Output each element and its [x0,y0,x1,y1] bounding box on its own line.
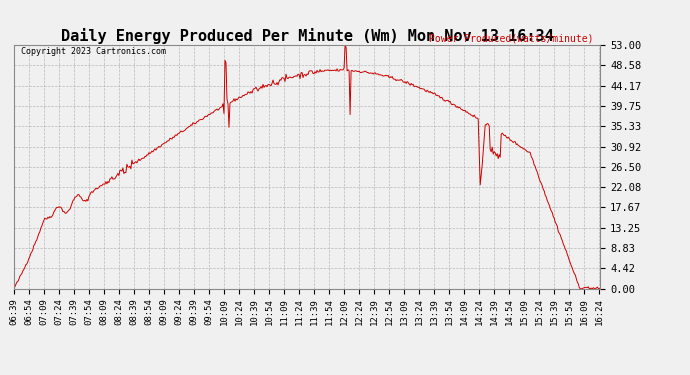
Text: Power Produced(watts/minute): Power Produced(watts/minute) [429,34,593,44]
Title: Daily Energy Produced Per Minute (Wm) Mon Nov 13 16:34: Daily Energy Produced Per Minute (Wm) Mo… [61,28,553,44]
Text: Copyright 2023 Cartronics.com: Copyright 2023 Cartronics.com [21,47,166,56]
